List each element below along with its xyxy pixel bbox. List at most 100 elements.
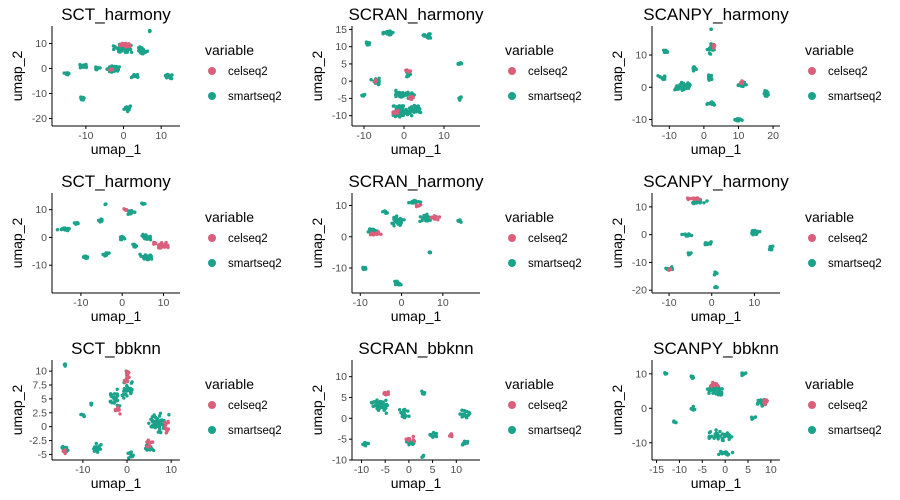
panel-8: SCRAN_bbknn -10 -5 0 5 10 -10 -5 0 5 10 umap_1 umap_…	[309, 339, 582, 491]
legend-label-celseq2: celseq2	[528, 66, 568, 78]
data-point	[396, 108, 400, 113]
y-tick-label: -10	[332, 110, 347, 122]
data-point	[130, 453, 134, 458]
legend-label-smartseq2: smartseq2	[828, 258, 882, 270]
data-point	[133, 210, 137, 214]
data-point	[395, 104, 400, 109]
data-point	[151, 440, 155, 444]
data-point	[98, 66, 102, 70]
y-tick-label: -5	[338, 434, 347, 446]
data-point	[716, 393, 720, 397]
y-tick-label: -20	[632, 285, 647, 297]
y-axis-label: umap_2	[309, 50, 325, 101]
data-point	[716, 437, 720, 441]
data-point	[160, 422, 164, 426]
x-axis-label: umap_1	[691, 141, 742, 157]
data-point	[428, 35, 432, 40]
legend-title: variable	[205, 42, 254, 58]
data-point	[712, 102, 716, 106]
x-tick-label: 0	[119, 297, 125, 309]
data-point	[431, 435, 435, 439]
x-tick-label: -10	[75, 464, 90, 476]
data-point	[99, 219, 103, 223]
y-tick-label: 10	[335, 371, 347, 383]
data-point	[97, 444, 102, 448]
legend-label-celseq2: celseq2	[828, 400, 868, 412]
panel-9: SCANPY_bbknn -15 -10 -5 0 5 10 -10 0 10 umap_1 umap…	[609, 339, 882, 491]
data-point	[143, 236, 147, 241]
data-point	[687, 252, 692, 256]
data-point	[426, 219, 430, 223]
data-point	[81, 96, 85, 100]
legend-label-celseq2: celseq2	[228, 233, 268, 245]
x-tick-label: -10	[354, 464, 369, 476]
data-point	[149, 417, 153, 422]
data-point	[716, 389, 720, 393]
data-point	[768, 245, 772, 249]
legend-label-smartseq2: smartseq2	[828, 91, 882, 103]
data-point	[129, 450, 133, 454]
points-layer	[62, 29, 174, 114]
data-point	[167, 413, 171, 417]
data-point	[122, 107, 126, 112]
data-point	[710, 434, 714, 438]
legend-key-celseq2	[508, 234, 516, 242]
legend-title: variable	[505, 42, 554, 58]
x-tick-label: 10	[438, 130, 450, 142]
x-tick-label: 0	[399, 297, 405, 309]
data-point	[428, 433, 433, 437]
data-point	[398, 408, 402, 412]
data-point	[148, 253, 152, 257]
data-point	[124, 369, 128, 373]
data-point	[369, 78, 373, 82]
data-point	[458, 95, 463, 100]
data-point	[663, 49, 668, 53]
points-layer	[361, 198, 463, 287]
x-tick-label: 10	[165, 464, 177, 476]
data-point	[109, 68, 113, 72]
y-tick-label: 5	[341, 58, 347, 70]
x-axis-label: umap_1	[91, 475, 142, 491]
y-axis-label: umap_2	[609, 384, 625, 435]
x-tick-label: 0	[124, 464, 130, 476]
data-point	[395, 114, 399, 118]
data-point	[717, 452, 721, 457]
data-point	[63, 364, 67, 368]
points-layer	[55, 201, 170, 262]
data-point	[674, 420, 678, 425]
data-point	[670, 265, 674, 269]
y-tick-label: 0	[641, 229, 647, 241]
data-point	[714, 428, 718, 432]
data-point	[764, 398, 769, 402]
series-celseq2	[61, 369, 171, 456]
data-point	[456, 62, 460, 66]
legend-key-smartseq2	[208, 426, 216, 434]
x-tick-label: 0	[406, 464, 412, 476]
series-celseq2	[711, 42, 745, 86]
data-point	[391, 110, 396, 114]
legend-key-celseq2	[808, 401, 816, 409]
data-point	[60, 227, 65, 231]
points-layer	[60, 362, 171, 460]
series-celseq2	[108, 41, 132, 72]
y-tick-label: 10	[335, 200, 347, 212]
data-point	[689, 233, 694, 238]
legend: variable celseq2 smartseq2	[505, 42, 582, 103]
data-point	[708, 430, 713, 434]
plot-title: SCT_bbknn	[71, 339, 161, 358]
data-point	[418, 203, 422, 207]
plot-title: SCRAN_harmony	[348, 172, 484, 191]
legend-label-smartseq2: smartseq2	[228, 425, 282, 437]
data-point	[385, 403, 390, 408]
data-point	[711, 382, 715, 386]
data-point	[147, 441, 151, 445]
data-point	[126, 388, 130, 393]
data-point	[425, 212, 429, 216]
data-point	[125, 378, 129, 382]
data-point	[720, 432, 725, 436]
y-tick-label: -5	[338, 93, 347, 105]
data-point	[714, 285, 718, 289]
data-point	[98, 447, 103, 451]
data-point	[407, 414, 411, 418]
series-smartseq2	[361, 389, 472, 459]
